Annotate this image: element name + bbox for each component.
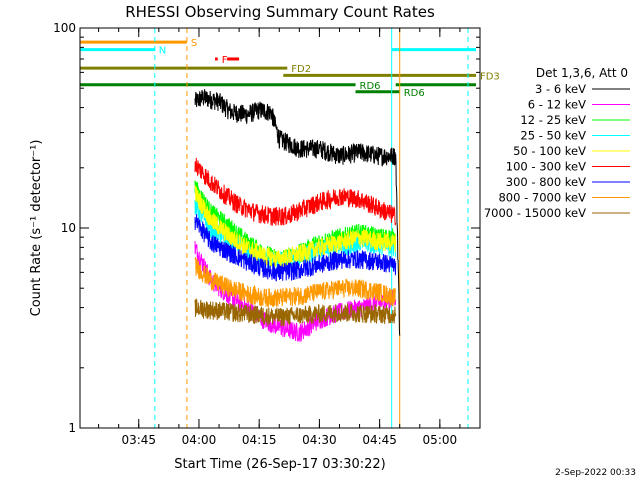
footer-timestamp: 2-Sep-2022 00:33 [555,468,636,478]
series-7000-15000-kev [194,298,397,327]
y-axis-ticks: 1 10 100 [53,21,480,435]
y-tick-label: 1 [68,421,76,435]
legend-label-300-800-kev: 300 - 800 keV [506,175,586,189]
data-series [194,89,401,342]
x-tick-label: 05:00 [423,433,458,447]
flag-label-rd6: RD6 [404,88,425,99]
series-800-7000-kev [194,257,396,308]
x-tick-label: 04:30 [302,433,337,447]
legend-label-25-50-kev: 25 - 50 keV [520,129,586,143]
y-tick-label: 10 [61,221,76,235]
x-axis-ticks: 03:45 04:00 04:15 04:30 04:45 05:00 [98,28,461,447]
y-tick-label: 100 [53,21,76,35]
flag-label-fd3: FD3 [480,71,500,82]
x-tick-label: 04:15 [242,433,277,447]
legend-label-6-12-kev: 6 - 12 keV [528,98,586,112]
legend-title: Det 1,3,6, Att 0 [536,66,628,80]
instrument-flags: S N F FD2 FD3 RD6 RD6 [80,38,500,99]
series-3-6-kev [194,89,401,336]
legend-label-800-7000-kev: 800 - 7000 keV [498,191,586,205]
flag-label-rd6: RD6 [360,81,381,92]
series-100-300-kev [194,157,397,226]
flag-label-fd2: FD2 [291,64,311,75]
flag-label-f: F [222,55,228,66]
legend-label-50-100-kev: 50 - 100 keV [513,144,586,158]
x-tick-label: 04:00 [182,433,217,447]
x-tick-label: 03:45 [121,433,156,447]
chart-title: RHESSI Observing Summary Count Rates [125,3,435,21]
legend-label-12-25-kev: 12 - 25 keV [520,113,586,127]
x-axis-label: Start Time (26-Sep-17 03:30:22) [174,457,385,472]
legend-label-3-6-kev: 3 - 6 keV [535,82,586,96]
series-300-800-kev [194,214,397,282]
y-axis-label: Count Rate (s⁻¹ detector⁻¹) [29,140,44,317]
legend-label-7000-15000-kev: 7000 - 15000 keV [484,206,586,220]
x-tick-label: 04:45 [362,433,397,447]
legend-label-100-300-kev: 100 - 300 keV [506,160,586,174]
flag-label-s: S [191,38,197,49]
flag-label-n: N [159,46,166,57]
